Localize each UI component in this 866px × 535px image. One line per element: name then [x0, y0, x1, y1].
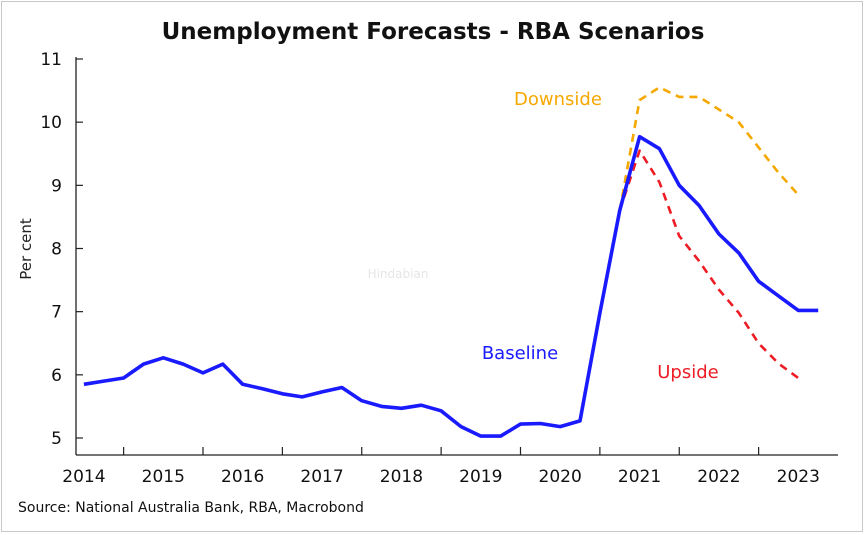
watermark: Hindabian	[368, 267, 429, 281]
x-tick-label: 2017	[300, 467, 343, 487]
y-tick-label: 5	[51, 429, 62, 449]
x-tick-label: 2018	[380, 467, 423, 487]
y-tick-label: 8	[51, 240, 62, 260]
y-tick-label: 10	[40, 113, 62, 133]
x-tick-label: 2015	[142, 467, 185, 487]
series-line-downside	[618, 86, 800, 211]
series-line-baseline	[83, 134, 819, 438]
x-tick-label: 2019	[459, 467, 502, 487]
series-lines	[83, 86, 819, 438]
x-tick-label: 2014	[62, 467, 105, 487]
series-label-downside: Downside	[514, 89, 602, 110]
chart-title: Unemployment Forecasts - RBA Scenarios	[162, 19, 705, 45]
y-tick-label: 11	[40, 50, 62, 70]
series-labels: Baseline Downside Upside	[482, 89, 719, 383]
x-tick-label: 2022	[697, 467, 740, 487]
series-line-upside	[618, 149, 800, 380]
x-tick-label: 2023	[777, 467, 820, 487]
y-tick-label: 7	[51, 303, 62, 323]
x-tick-label: 2020	[539, 467, 582, 487]
axes: 5 6 7 8 9 10 11 2014 2015 2016 2017 2018 2019 2020 202…	[40, 50, 838, 487]
y-tick-label: 9	[51, 176, 62, 196]
x-tick-label: 2021	[618, 467, 661, 487]
y-axis-label: Per cent	[17, 218, 35, 280]
x-tick-label: 2016	[221, 467, 264, 487]
y-tick-label: 6	[51, 366, 62, 386]
source-note: Source: National Australia Bank, RBA, Ma…	[18, 500, 364, 516]
series-label-upside: Upside	[657, 362, 718, 383]
series-label-baseline: Baseline	[482, 343, 558, 364]
